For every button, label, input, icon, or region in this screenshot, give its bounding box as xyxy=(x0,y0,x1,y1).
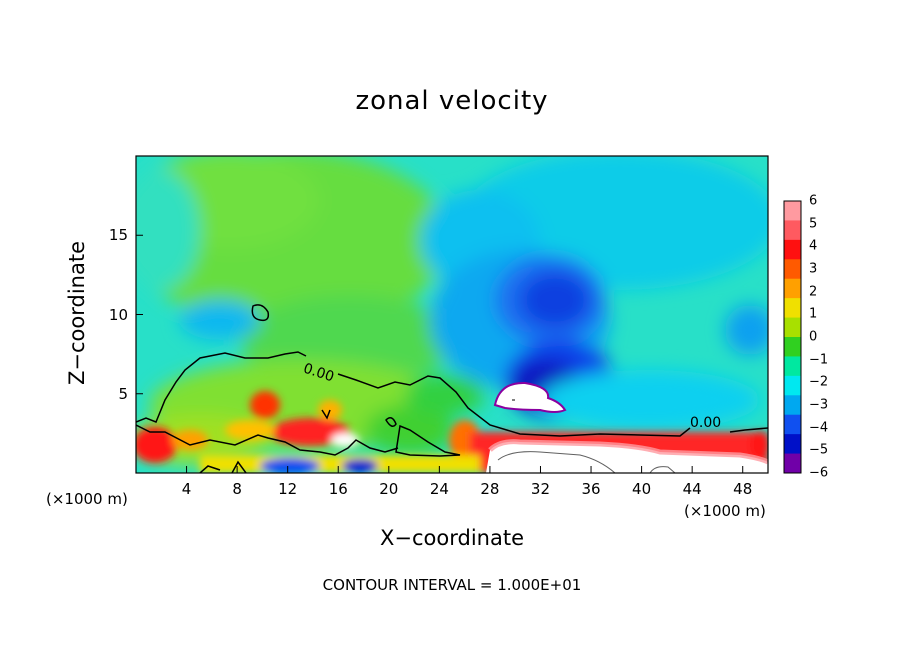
colorbar-label: 5 xyxy=(809,216,818,232)
x-tick-label: 4 xyxy=(181,480,192,498)
y-tick-label: 5 xyxy=(118,384,128,403)
colorbar-swatch xyxy=(784,220,801,241)
x-tick-label: 32 xyxy=(530,480,551,498)
x-tick-label: 24 xyxy=(429,480,449,498)
colorbar-swatch xyxy=(784,259,801,280)
colorbar-label: 0 xyxy=(809,329,818,345)
contour-interval-note: CONTOUR INTERVAL = 1.000E+01 xyxy=(322,576,582,594)
y-tick-label: 10 xyxy=(108,305,128,324)
velocity-field xyxy=(136,156,768,473)
colorbar-swatch xyxy=(784,414,801,435)
colorbar-swatch xyxy=(784,317,801,338)
x-tick-label: 36 xyxy=(581,480,601,498)
x-unit-right: (×1000 m) xyxy=(684,502,766,520)
colorbar-label: 1 xyxy=(809,306,818,322)
chart-title: zonal velocity xyxy=(355,86,549,116)
x-tick-label: 16 xyxy=(328,480,348,498)
colorbar-label: 3 xyxy=(809,261,818,277)
colorbar-label: −1 xyxy=(809,352,829,368)
x-tick-label: 28 xyxy=(480,480,500,498)
colorbar-swatch xyxy=(784,375,801,396)
x-axis-label: X−coordinate xyxy=(380,526,524,550)
colorbar-label: −4 xyxy=(809,420,829,436)
y-axis-label: Z−coordinate xyxy=(65,241,89,385)
colorbar-label: −3 xyxy=(809,397,829,413)
colorbar-swatch xyxy=(784,453,801,474)
colorbar-swatch xyxy=(784,298,801,319)
x-tick-label: 48 xyxy=(733,480,753,498)
x-tick-label: 20 xyxy=(379,480,399,498)
x-tick-label: 40 xyxy=(632,480,652,498)
colorbar-label: −6 xyxy=(809,465,829,481)
colorbar xyxy=(783,200,802,474)
colorbar-swatch xyxy=(784,201,801,221)
colorbar-swatch xyxy=(784,395,801,416)
y-tick-label: 15 xyxy=(108,226,128,245)
colorbar-label: 2 xyxy=(809,284,818,300)
x-unit-left: (×1000 m) xyxy=(46,490,128,508)
colorbar-frame xyxy=(783,200,802,474)
x-tick-label: 12 xyxy=(278,480,298,498)
colorbar-swatch xyxy=(784,434,801,455)
colorbar-swatch xyxy=(784,278,801,299)
colorbar-swatch xyxy=(784,239,801,260)
colorbar-label: 6 xyxy=(809,193,818,209)
x-tick-label: 44 xyxy=(682,480,702,498)
colorbar-label: −2 xyxy=(809,374,829,390)
colorbar-label: −5 xyxy=(809,442,829,458)
colorbar-swatch xyxy=(784,356,801,377)
contour-label-zero-2: 0.00 xyxy=(690,415,722,431)
x-tick-label: 8 xyxy=(232,480,242,498)
colorbar-swatch xyxy=(784,337,801,357)
colorbar-label: 4 xyxy=(809,238,818,254)
